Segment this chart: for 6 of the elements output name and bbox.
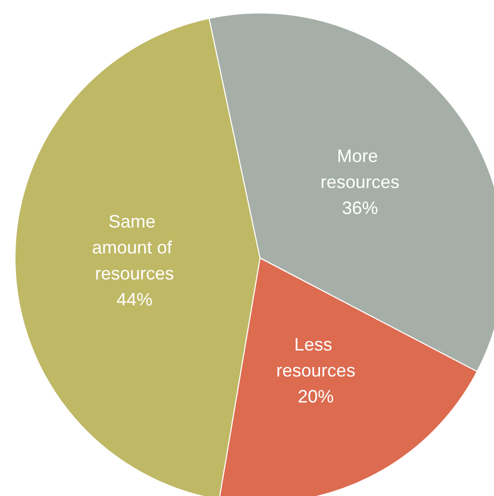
data-label: 44% bbox=[116, 290, 153, 310]
data-label: 36% bbox=[342, 198, 378, 218]
data-label: 20% bbox=[298, 386, 334, 406]
slice-label: Same amount of resources bbox=[92, 212, 178, 284]
slice-label: Less resources bbox=[276, 334, 356, 380]
slice-label: More resources bbox=[320, 146, 400, 192]
